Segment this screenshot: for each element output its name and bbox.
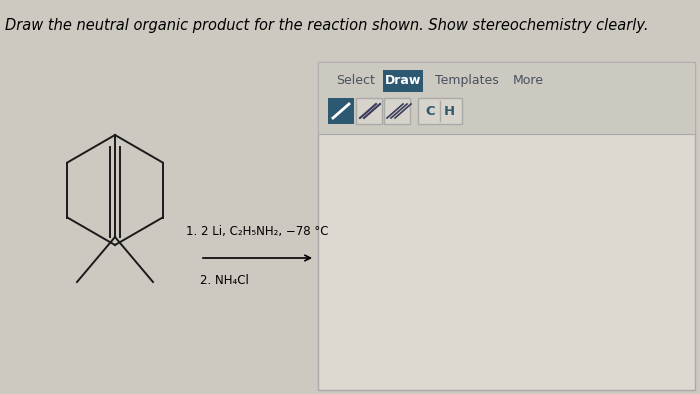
Bar [318,62,695,390]
Text: H: H [444,104,455,117]
Bar [356,98,382,124]
Bar [328,98,354,124]
Bar [418,98,462,124]
Bar [383,70,423,92]
Text: 1. 2 Li, C₂H₅NH₂, −78 °C: 1. 2 Li, C₂H₅NH₂, −78 °C [186,225,329,238]
Text: C: C [426,104,435,117]
Text: 2. NH₄Cl: 2. NH₄Cl [200,274,249,287]
Text: More: More [513,74,544,87]
Bar [384,98,410,124]
Bar [318,62,695,134]
Text: Select: Select [336,74,375,87]
Text: Draw: Draw [385,74,421,87]
Text: Templates: Templates [435,74,498,87]
Text: Draw the neutral organic product for the reaction shown. Show stereochemistry cl: Draw the neutral organic product for the… [5,18,648,33]
